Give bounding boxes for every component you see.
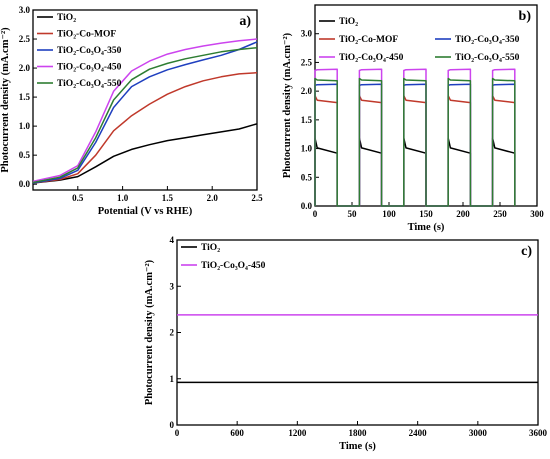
y-tick-label: 1.0 [301,144,313,154]
plot-frame [32,9,258,191]
legend: TiO₂ TiO₂-Co₃O₄-450 [181,243,266,271]
y-tick-label: 0.5 [301,172,313,182]
panel-label: b) [519,9,532,24]
x-tick-label: 600 [230,428,244,438]
x-axis-title: Potential (V vs RHE) [98,206,193,217]
y-axis-title: Photocurrent density (mA.cm⁻²) [144,259,155,405]
x-tick-label: 2400 [409,428,428,438]
x-tick-label: 150 [419,209,433,219]
x-tick-label: 3600 [529,428,548,438]
y-tick-label: 0 [170,420,175,430]
x-tick-label: 2.5 [251,193,263,203]
series-line [314,77,516,207]
series-line [32,46,258,184]
y-tick-label: 2.5 [301,57,313,67]
y-tick-label: 1 [170,374,175,384]
chart-panel-2: 0 50 100 150 200 250 300 0.0 0.5 1.0 1.5 2.0 2.5 3.0 T… [282,4,544,233]
legend-label: TiO₂-Co₃O₄-450 [339,53,404,63]
y-tick-label: 0.5 [19,150,31,160]
x-tick-label: 1.0 [117,193,129,203]
y-tick-label: 2 [170,328,175,338]
legend-label: TiO₂-Co-MOF [339,35,398,45]
panel-label: a) [239,14,251,29]
series-line [32,123,258,184]
legend-label: TiO₂-Co-MOF [57,30,116,40]
legend: TiO₂ TiO₂-Co-MOF TiO₂-Co₃O₄-350 TiO₂-Co₃O₄-… [37,13,122,89]
x-axis-title: Time (s) [408,222,445,233]
x-tick-label: 3000 [469,428,488,438]
x-tick-label: 250 [493,209,507,219]
panel-label: c) [521,244,532,259]
series-line [314,137,516,207]
legend: TiO₂ TiO₂-Co-MOF TiO₂-Co₃O₄-350 TiO₂-Co₃O₄-… [319,17,520,63]
series-line [314,83,516,207]
y-tick-label: 0.0 [301,201,313,211]
series-line [314,68,516,207]
y-tick-label: 1.5 [301,115,313,125]
x-tick-label: 200 [456,209,470,219]
x-axis-title: Time (s) [339,441,376,452]
y-tick-label: 0.0 [19,179,31,189]
x-tick-label: 50 [348,209,358,219]
y-tick-label: 3 [170,281,175,291]
chart-panel-1: 0.5 1.0 1.5 2.0 2.5 0.0 0.5 1.0 1.5 2.0 2.5 3.0 Pote… [0,5,263,217]
legend-label: TiO₂-Co₃O₄-550 [455,53,520,63]
series-line [32,71,258,184]
legend-label: TiO₂ [57,13,76,23]
legend-label: TiO₂-Co₃O₄-350 [57,46,122,56]
y-axis-title: Photocurrent density (mA.cm⁻²) [0,27,11,173]
series-line [32,38,258,183]
y-tick-label: 1.5 [19,92,31,102]
legend-label: TiO₂-Co₃O₄-550 [57,79,122,89]
x-tick-label: 0 [175,428,180,438]
legend-label: TiO₂ [339,17,358,27]
y-tick-label: 2.0 [301,86,313,96]
x-tick-label: 1200 [288,428,307,438]
x-tick-label: 300 [530,209,544,219]
legend-label: TiO₂-Co₃O₄-450 [201,261,266,271]
x-tick-label: 100 [382,209,396,219]
y-axis-title: Photocurrent density (mA.cm⁻²) [282,32,293,178]
legend-label: TiO₂-Co₃O₄-350 [455,35,520,45]
y-tick-label: 1.0 [19,121,31,131]
chart-panel-3: 0 600 1200 1800 2400 3000 3600 0 1 2 3 4 Time (s) Pho… [144,235,548,452]
x-tick-label: 2.0 [207,193,219,203]
x-tick-label: 0 [313,209,318,219]
x-tick-label: 1.5 [162,193,174,203]
y-tick-label: 4 [170,235,175,245]
y-tick-label: 2.0 [19,63,31,73]
x-tick-label: 0.5 [72,193,84,203]
series-line [32,41,258,184]
legend-label: TiO₂-Co₃O₄-450 [57,63,122,73]
y-tick-label: 3.0 [301,29,313,39]
legend-label: TiO₂ [201,243,220,253]
y-tick-label: 3.0 [19,5,31,15]
y-tick-label: 2.5 [19,34,31,44]
x-tick-label: 1800 [349,428,368,438]
